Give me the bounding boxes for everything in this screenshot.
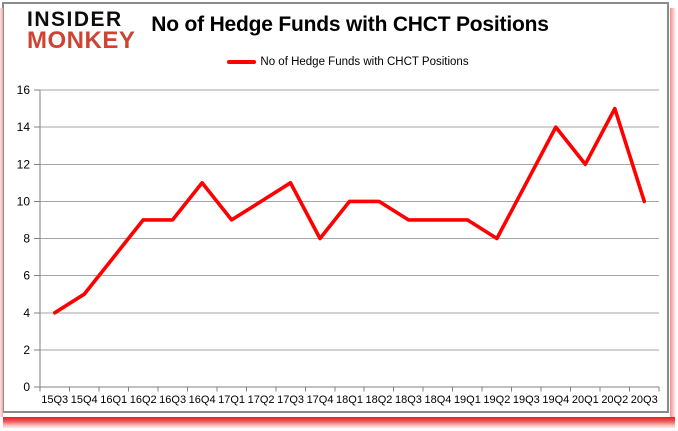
x-tick-label: 16Q4 bbox=[189, 394, 216, 406]
logo-word-monkey: MONKEY bbox=[27, 26, 136, 54]
y-tick-label: 14 bbox=[17, 120, 31, 134]
x-tick-label: 16Q2 bbox=[130, 394, 157, 406]
x-tick-label: 19Q4 bbox=[542, 394, 569, 406]
gridlines bbox=[40, 89, 659, 351]
y-tick-label: 4 bbox=[23, 306, 30, 320]
x-tick-label: 18Q2 bbox=[366, 394, 393, 406]
x-tick-label: 15Q4 bbox=[71, 394, 98, 406]
axes bbox=[34, 89, 660, 392]
legend-line-marker bbox=[227, 60, 257, 64]
x-tick-label: 19Q2 bbox=[483, 394, 510, 406]
x-tick-label: 16Q1 bbox=[100, 394, 127, 406]
x-axis-labels: 15Q3 15Q4 16Q1 16Q2 16Q3 16Q4 17Q1 17Q2 17Q3 17Q4… bbox=[41, 394, 657, 406]
chart-title: No of Hedge Funds with CHCT Positions bbox=[151, 13, 549, 36]
legend-label: No of Hedge Funds with CHCT Positions bbox=[260, 56, 469, 68]
chart-legend: No of Hedge Funds with CHCT Positions bbox=[18, 55, 678, 69]
chart-card bbox=[2, 2, 669, 413]
y-tick-label: 0 bbox=[23, 380, 30, 394]
x-tick-label: 20Q2 bbox=[601, 394, 628, 406]
x-tick-label: 15Q3 bbox=[41, 394, 68, 406]
y-tick-label: 16 bbox=[17, 83, 31, 97]
red-glow-left bbox=[0, 8, 3, 417]
x-tick-label: 16Q3 bbox=[159, 394, 186, 406]
y-tick-label: 2 bbox=[23, 343, 30, 357]
y-tick-label: 10 bbox=[17, 194, 31, 208]
y-tick-label: 8 bbox=[23, 232, 30, 246]
x-tick-label: 17Q1 bbox=[218, 394, 245, 406]
x-tick-label: 19Q3 bbox=[513, 394, 540, 406]
series-line bbox=[52, 106, 647, 315]
x-tick-label: 17Q4 bbox=[307, 394, 334, 406]
x-tick-label: 20Q3 bbox=[631, 394, 658, 406]
red-glow-right bbox=[670, 8, 676, 417]
x-tick-label: 18Q1 bbox=[336, 394, 363, 406]
x-tick-label: 18Q3 bbox=[395, 394, 422, 406]
y-axis-labels: 0 2 4 6 8 10 12 14 16 bbox=[17, 83, 31, 394]
x-tick-label: 19Q1 bbox=[454, 394, 481, 406]
x-tick-label: 17Q2 bbox=[248, 394, 275, 406]
x-tick-label: 17Q3 bbox=[277, 394, 304, 406]
y-tick-label: 6 bbox=[23, 269, 30, 283]
red-glow-bottom bbox=[3, 417, 675, 428]
x-tick-label: 20Q1 bbox=[572, 394, 599, 406]
insider-monkey-logo: INSIDER MONKEY bbox=[27, 8, 136, 54]
logo-word-insider: INSIDER bbox=[27, 8, 123, 31]
y-tick-label: 12 bbox=[17, 157, 31, 171]
x-tick-label: 18Q4 bbox=[424, 394, 451, 406]
